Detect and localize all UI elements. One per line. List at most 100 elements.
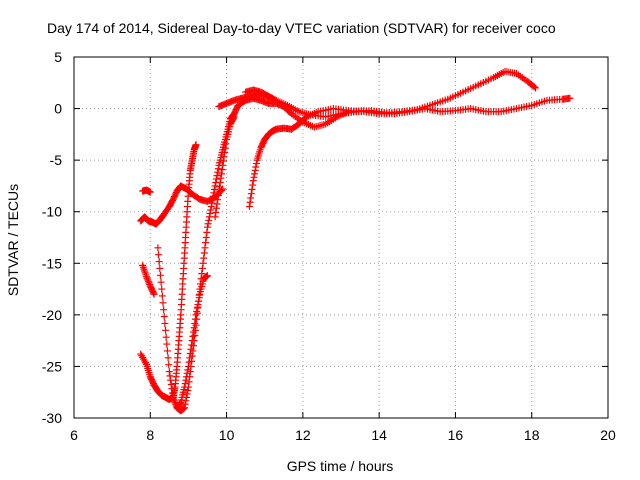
data-point: [250, 173, 258, 181]
data-point: [143, 274, 151, 282]
data-point: [192, 311, 200, 319]
data-point: [214, 168, 222, 176]
data-point: [217, 174, 225, 182]
data-point: [188, 341, 196, 349]
data-point: [200, 249, 208, 257]
data-point: [181, 404, 189, 412]
data-point: [186, 354, 194, 362]
data-point: [208, 199, 216, 207]
data-point: [216, 178, 224, 186]
x-tick-label: 20: [600, 427, 616, 443]
data-point: [203, 228, 211, 236]
data-point: [218, 166, 226, 174]
data-point: [190, 324, 198, 332]
y-tick-label: -25: [42, 358, 62, 374]
y-tick-label: -15: [42, 255, 62, 271]
data-point: [221, 148, 229, 156]
data-point: [202, 234, 210, 241]
data-markers: [137, 67, 574, 415]
x-tick-label: 16: [448, 427, 464, 443]
data-point: [268, 94, 276, 102]
data-point: [158, 292, 166, 300]
data-point: [166, 372, 174, 380]
data-point: [189, 332, 197, 340]
y-tick-label: 5: [54, 49, 62, 65]
series-arc-7: [211, 113, 238, 221]
y-tick-label: -5: [50, 152, 63, 168]
series-arc-2: [137, 182, 227, 228]
data-point: [186, 350, 194, 358]
series-arc-1: [139, 186, 154, 196]
data-point: [156, 264, 164, 272]
data-point: [176, 399, 184, 407]
data-point: [246, 198, 254, 206]
data-point: [222, 140, 230, 148]
data-point: [251, 166, 259, 174]
series-arc-5: [137, 141, 200, 403]
data-point: [155, 258, 163, 266]
data-point: [204, 272, 211, 280]
data-point: [206, 209, 214, 217]
data-point: [247, 190, 255, 198]
data-point: [182, 376, 190, 384]
x-tick-label: 12: [295, 427, 311, 443]
data-point: [146, 188, 154, 196]
data-point: [181, 383, 189, 391]
data-point: [144, 277, 152, 285]
data-point: [202, 239, 210, 247]
axis-ticks: [73, 56, 609, 419]
data-point: [219, 161, 227, 169]
data-point: [198, 270, 206, 278]
data-point: [182, 397, 190, 405]
data-point: [221, 144, 229, 152]
series-arc-10: [215, 90, 276, 111]
data-point: [566, 94, 574, 102]
data-point: [249, 177, 257, 185]
data-point: [204, 220, 212, 228]
y-tick-label: -30: [42, 410, 62, 426]
data-point: [165, 361, 173, 369]
data-point: [212, 209, 220, 217]
data-point: [158, 285, 166, 293]
data-point: [193, 304, 201, 312]
data-point: [211, 182, 219, 190]
data-point: [220, 153, 228, 161]
data-point: [163, 340, 171, 348]
data-point: [252, 160, 260, 168]
data-point: [184, 362, 192, 370]
data-point: [195, 294, 203, 302]
data-point: [155, 251, 163, 259]
data-point: [150, 290, 158, 298]
data-point: [194, 301, 202, 309]
plot-frame: [73, 56, 609, 419]
data-point: [142, 359, 150, 367]
data-point: [195, 297, 203, 305]
data-point: [214, 191, 222, 199]
data-point: [212, 204, 220, 212]
data-point: [154, 244, 162, 252]
data-point: [191, 319, 199, 327]
data-point: [214, 165, 222, 173]
data-point: [190, 328, 198, 336]
data-point: [161, 319, 169, 327]
data-point: [185, 378, 193, 386]
data-point: [165, 368, 173, 376]
data-point: [207, 206, 215, 214]
data-point: [184, 366, 192, 374]
data-point: [214, 196, 222, 204]
data-point: [530, 83, 538, 91]
data-point: [205, 216, 213, 224]
data-point: [159, 299, 167, 307]
y-tick-label: 0: [54, 101, 62, 117]
data-point: [532, 84, 540, 92]
x-tick-label: 8: [146, 427, 154, 443]
data-point: [149, 289, 157, 297]
series-arc-3: [139, 261, 158, 298]
data-point: [157, 278, 165, 286]
data-point: [144, 276, 152, 284]
data-point: [230, 113, 238, 121]
x-tick-label: 18: [524, 427, 540, 443]
data-point: [248, 185, 256, 193]
